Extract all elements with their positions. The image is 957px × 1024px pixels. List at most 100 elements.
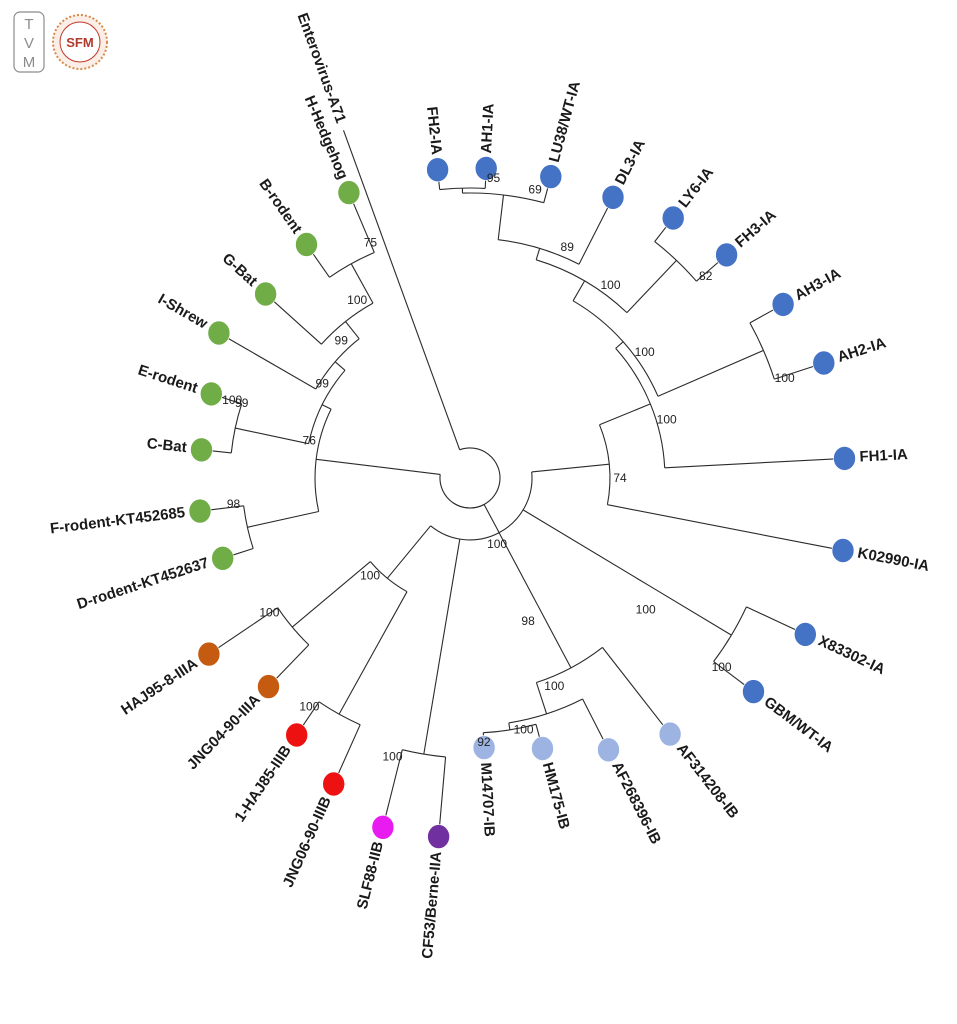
leaf-marker-af314208-ib: [658, 721, 682, 747]
branch-f-rodent-kt452685: [209, 505, 244, 511]
tvm-logo-frame: [13, 11, 45, 73]
bootstrap-value: 89: [561, 240, 575, 254]
branch-i-shrew: [227, 337, 317, 390]
branch-internal: [316, 458, 441, 475]
bootstrap-value: 100: [636, 603, 656, 617]
branch-internal: [386, 525, 432, 579]
branch-arc: [314, 408, 332, 512]
bootstrap-value: 100: [514, 723, 534, 737]
bootstrap-value: 75: [364, 235, 378, 249]
bootstrap-value: 100: [360, 568, 380, 582]
leaf-marker-ah3-ia: [771, 292, 795, 317]
branch-internal: [338, 591, 408, 715]
leaf-marker-dl3-ia: [601, 185, 625, 210]
leaf-label-e-rodent: E-rodent: [136, 362, 200, 397]
leaf-label-g-bat: G-Bat: [219, 250, 261, 290]
branch-internal: [535, 248, 541, 260]
branch-internal: [649, 585, 732, 636]
branch-arc: [439, 474, 485, 509]
bootstrap-value: 95: [487, 171, 501, 185]
bootstrap-value: 100: [382, 750, 402, 764]
leaf-label-af314208-ib: AF314208-IB: [673, 740, 742, 822]
leaf-marker-haj95-8-iiia: [197, 641, 221, 667]
branch-g-bat: [272, 300, 322, 345]
branch-internal: [235, 427, 246, 431]
branch-arc: [749, 322, 775, 380]
branch-arc: [536, 259, 628, 313]
tree-markers: [188, 156, 856, 849]
leaf-marker-fh3-ia: [715, 242, 738, 268]
branch-internal: [535, 682, 548, 715]
bootstrap-value: 100: [635, 345, 655, 359]
leaf-marker-m14707-ib: [472, 735, 496, 760]
branch-arc: [713, 606, 747, 662]
bootstrap-labels: 95 69 89 82 100 100 100 100 74 100 100 92 100 100 98 10…: [222, 171, 795, 764]
leaf-marker-ah1-ia: [474, 156, 498, 181]
leaf-marker-jng06-90-iiib: [322, 771, 346, 797]
branch-internal: [599, 403, 651, 426]
branch-e-rodent: [220, 396, 242, 405]
branch-arc: [462, 192, 544, 204]
branch-fh3-ia: [696, 261, 720, 282]
branch-arc: [483, 723, 537, 734]
leaf-label-ah3-ia: AH3-IA: [792, 265, 844, 304]
leaf-marker-hm175-ib: [531, 736, 554, 761]
leaf-label-m14707-ib: M14707-IB: [477, 762, 498, 837]
leaf-marker-g-bat: [254, 281, 277, 307]
leaf-label-1-haj85-iiib: 1-HAJ85-IIIB: [231, 742, 295, 825]
leaf-label-ly6-ia: LY6-IA: [675, 164, 717, 211]
leaf-marker-lu38-wt-ia: [539, 164, 563, 189]
branch-internal: [350, 263, 374, 304]
branch-haj95-8-iiia: [216, 607, 279, 650]
branch-arc: [430, 471, 533, 541]
bootstrap-value: 100: [299, 700, 319, 714]
leaf-marker-x83302-ia: [793, 622, 817, 647]
branch-arc: [369, 561, 408, 593]
branch-internal: [531, 463, 610, 473]
branch-arc: [402, 749, 446, 758]
leaf-label-b-rodent: B-rodent: [256, 176, 306, 237]
tvm-logo-letter-3: M: [23, 54, 36, 71]
branch-internal: [498, 532, 539, 607]
branch-root-arc: [452, 447, 501, 509]
tree-branches: [209, 130, 835, 827]
leaf-marker-1-haj85-iiib: [285, 722, 309, 748]
leaf-marker-jng04-90-iiia: [257, 674, 280, 699]
branch-enterovirus-a71: [342, 130, 461, 450]
bootstrap-value: 100: [657, 413, 677, 427]
bootstrap-value: 98: [521, 614, 535, 628]
branch-internal: [626, 260, 677, 313]
leaf-label-lu38-wt-ia: LU38/WT-IA: [546, 79, 584, 164]
branch-cf53-berne-iia: [438, 756, 447, 827]
branch-h-hedgehog: [352, 201, 375, 253]
branch-internal: [244, 429, 309, 445]
leaf-marker-cf53-berne-iia: [427, 824, 450, 849]
branch-b-rodent: [311, 252, 330, 278]
bootstrap-value: 98: [227, 497, 241, 511]
leaf-marker-b-rodent: [295, 232, 318, 257]
bootstrap-value: 100: [347, 293, 367, 307]
branch-k02990-ia: [607, 504, 834, 550]
leaf-label-haj95-8-iiia: HAJ95-8-IIIA: [118, 655, 201, 719]
branch-x83302-ia: [746, 606, 797, 631]
leaf-marker-ly6-ia: [661, 205, 685, 231]
branch-arc: [572, 300, 659, 397]
leaf-marker-f-rodent-kt452685: [188, 498, 212, 524]
branch-internal: [321, 404, 332, 410]
branch-internal: [483, 504, 500, 533]
sfm-logo-text: SFM: [66, 35, 93, 50]
leaf-marker-af268396-ib: [597, 737, 620, 763]
bootstrap-value: 69: [528, 182, 542, 196]
branch-d-rodent-kt452637: [232, 547, 254, 556]
branch-slf88-iib: [384, 749, 403, 818]
branch-arc: [536, 646, 603, 684]
bootstrap-value: 82: [699, 269, 713, 283]
leaf-label-x83302-ia: X83302-IA: [816, 633, 888, 679]
bootstrap-value: 99: [235, 396, 249, 410]
branch-1-haj85-iiib: [301, 701, 320, 728]
branch-internal: [247, 510, 319, 528]
branch-arc: [508, 698, 583, 724]
leaf-label-dl3-ia: DL3-IA: [612, 137, 649, 188]
bootstrap-value: 92: [477, 735, 491, 749]
